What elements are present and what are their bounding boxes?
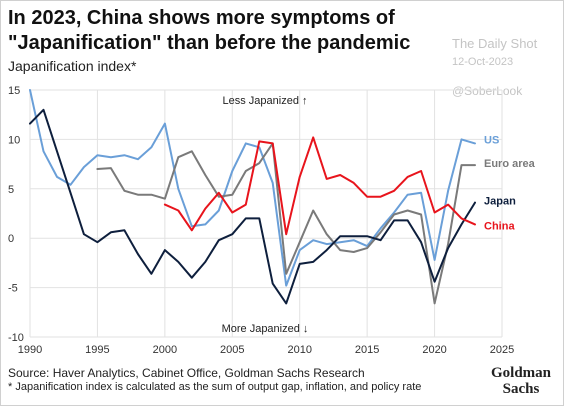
- series-line-china: [163, 136, 476, 236]
- goldman-sachs-logo: Goldman Sachs: [490, 365, 551, 397]
- watermark-name: The Daily Shot: [452, 36, 538, 51]
- y-tick-label: 5: [8, 184, 14, 196]
- annotation-less-japanized: Less Japanized ↑: [223, 95, 308, 107]
- series-lines: [29, 89, 476, 305]
- x-tick-labels: 1990 1995 2000 2005 2010 2015 2020 2025: [18, 344, 514, 356]
- x-tick-label: 2005: [220, 344, 244, 356]
- series-line-japan: [29, 108, 476, 305]
- x-tick-label: 2020: [422, 344, 446, 356]
- chart-title: In 2023, China shows more symptoms of "J…: [8, 7, 411, 54]
- footnote: * Japanification index is calculated as …: [8, 381, 422, 393]
- y-tick-label: 15: [8, 85, 20, 97]
- x-tick-label: 2010: [287, 344, 311, 356]
- x-tick-label: 1995: [85, 344, 109, 356]
- y-tick-labels: 15 10 5 0 -5 -10: [8, 85, 24, 344]
- x-tick-label: 2000: [153, 344, 177, 356]
- y-tick-label: -5: [8, 283, 18, 295]
- series-line-euro-area: [96, 142, 476, 305]
- watermark-date: 12-Oct-2023: [452, 56, 514, 68]
- grid-lines: [29, 89, 503, 338]
- y-tick-label: -10: [8, 332, 24, 344]
- x-tick-label: 1990: [18, 344, 42, 356]
- series-labels: US Euro area Japan China: [484, 134, 536, 232]
- annotation-more-japanized: More Japanized ↓: [222, 323, 309, 335]
- source-note: Source: Haver Analytics, Cabinet Office,…: [8, 366, 365, 380]
- series-label-us: US: [484, 134, 499, 146]
- x-tick-label: 2025: [490, 344, 514, 356]
- y-tick-label: 0: [8, 233, 14, 245]
- series-line-us: [29, 89, 476, 287]
- y-tick-label: 10: [8, 134, 20, 146]
- series-label-china: China: [484, 220, 515, 232]
- series-label-japan: Japan: [484, 196, 516, 208]
- series-label-euro-area: Euro area: [484, 158, 536, 170]
- chart-subtitle: Japanification index*: [8, 58, 137, 74]
- watermark-handle: @SoberLook: [452, 84, 523, 98]
- x-tick-label: 2015: [355, 344, 379, 356]
